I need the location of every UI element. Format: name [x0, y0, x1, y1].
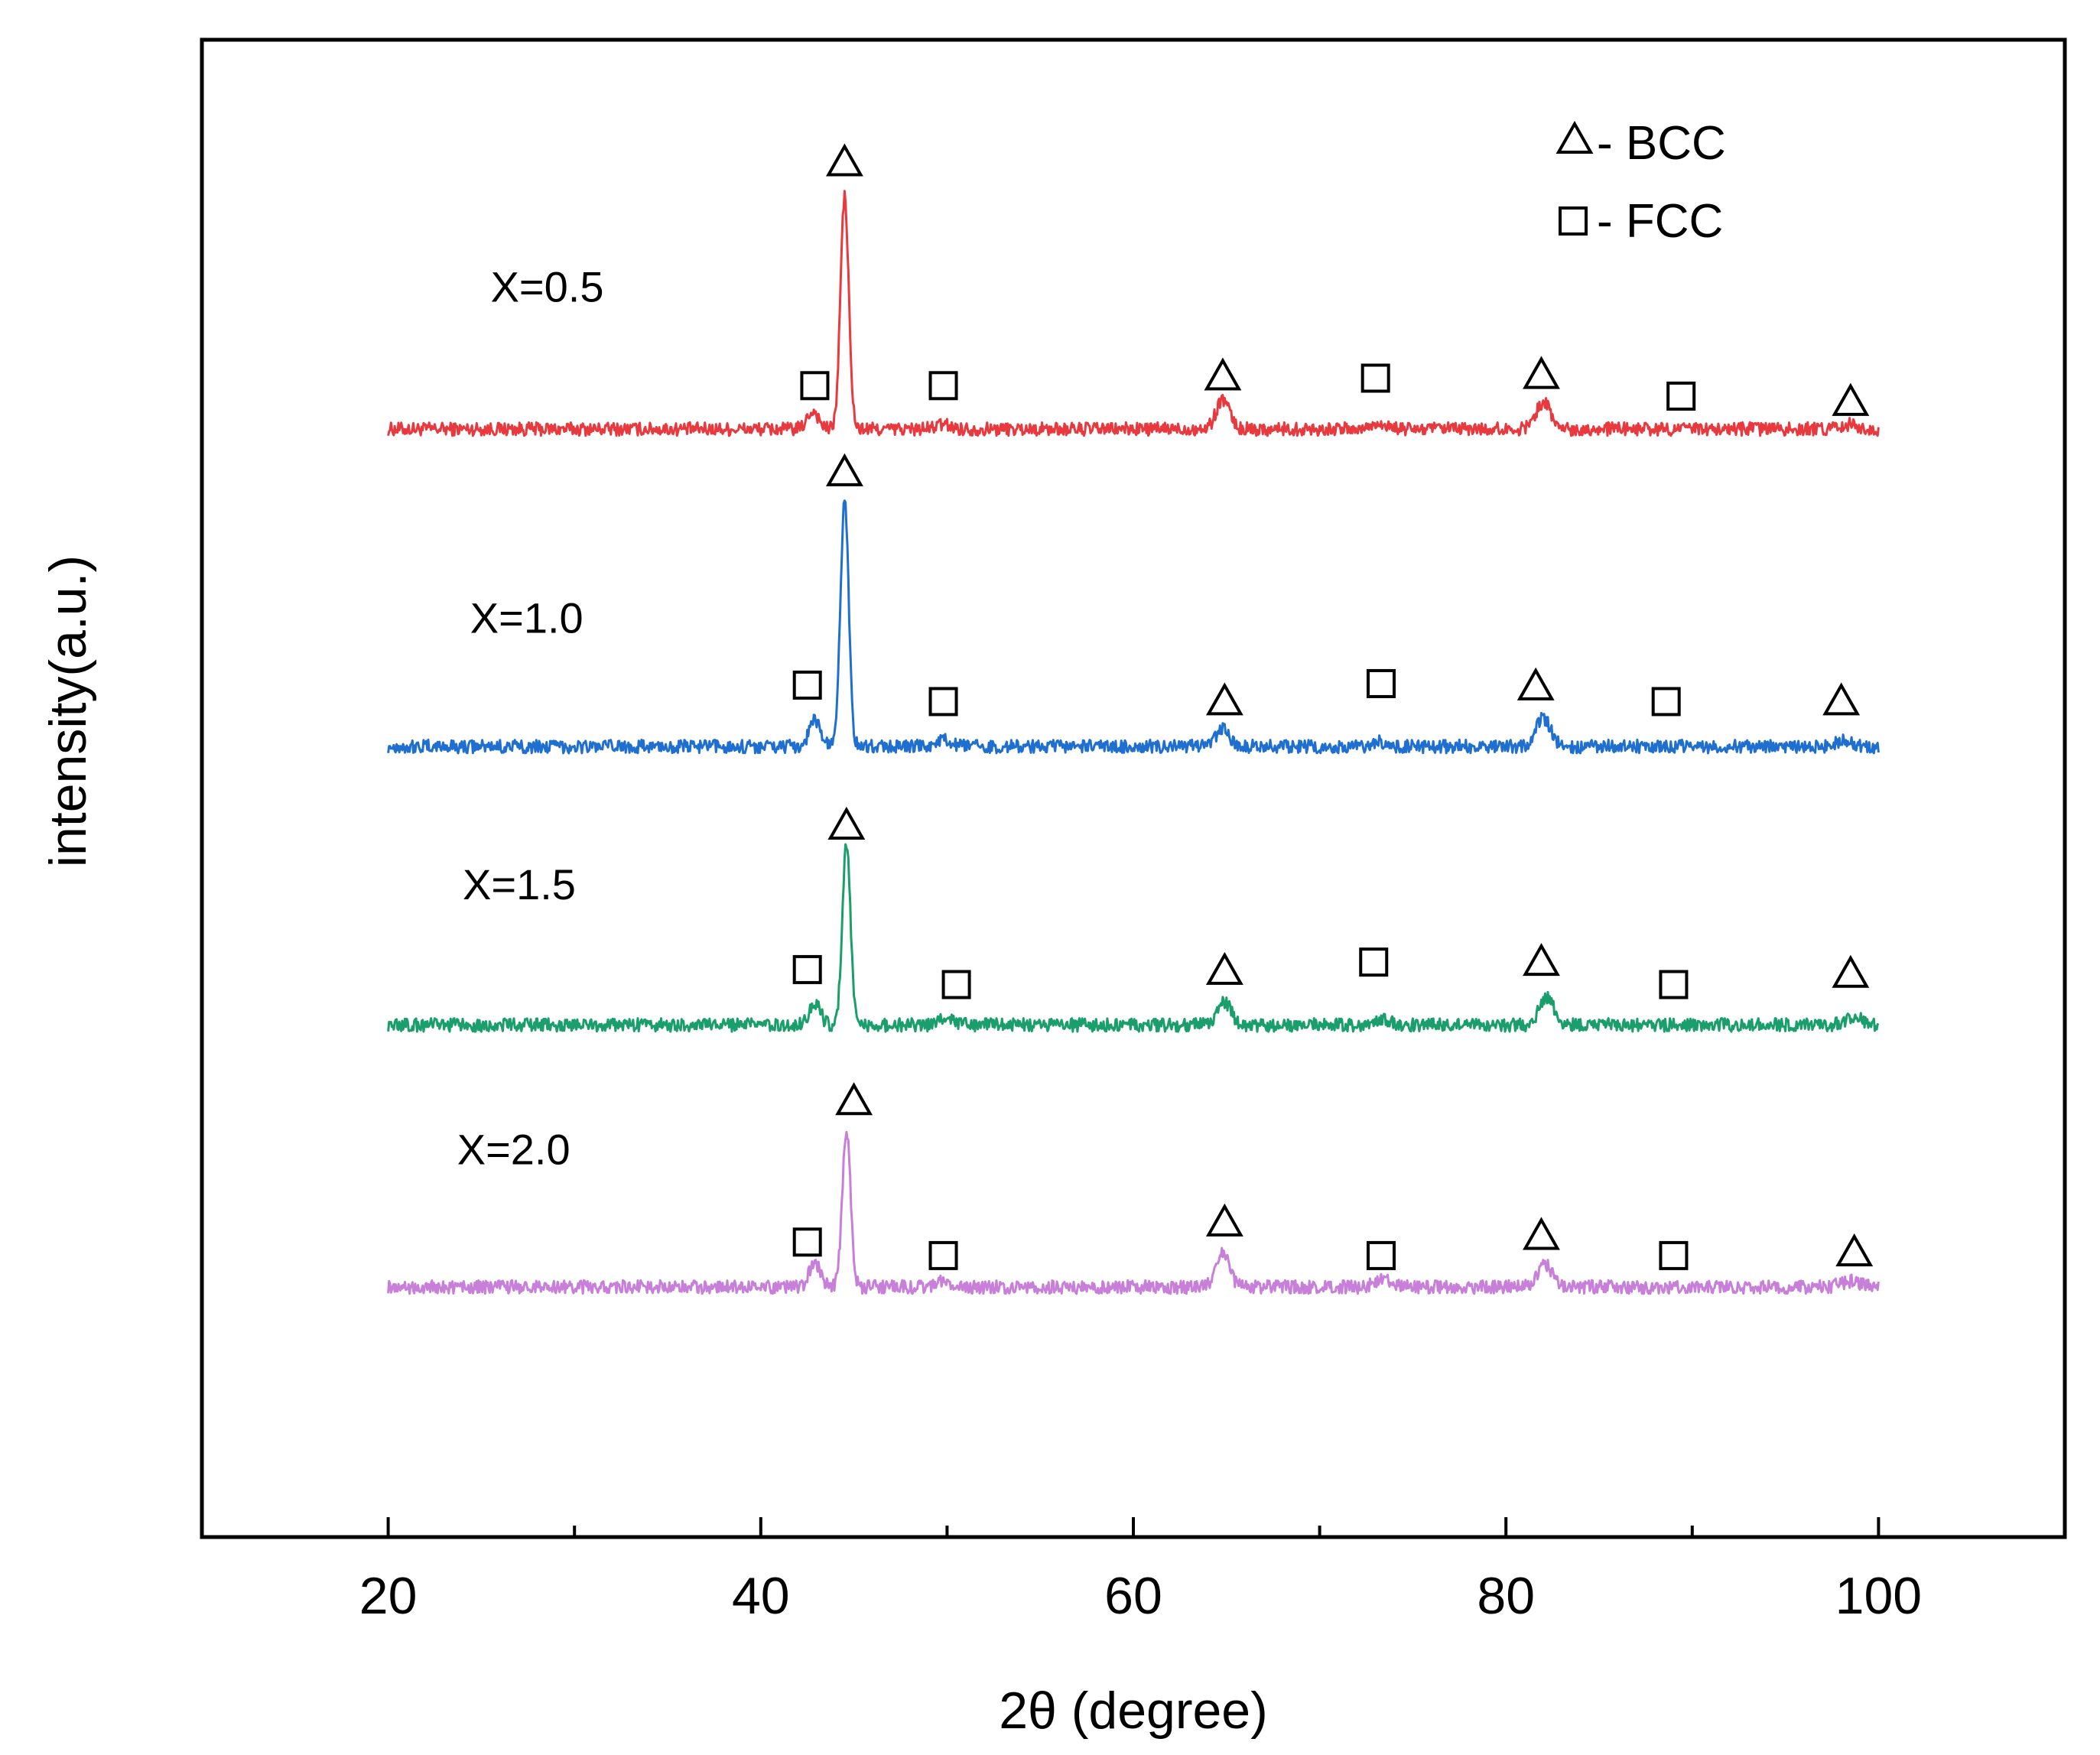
series-label: X=1.5 — [463, 860, 576, 908]
legend-bcc-label: - BCC — [1597, 117, 1726, 170]
legend-fcc-square-icon — [1559, 206, 1588, 236]
x-axis-title: 2θ (degree) — [999, 1682, 1268, 1740]
bcc-triangle-marker — [1832, 382, 1870, 416]
bcc-triangle-marker — [1523, 1217, 1560, 1250]
bcc-triangle-marker — [825, 143, 863, 177]
legend: - BCC - FCC — [1555, 117, 1726, 248]
bcc-triangle-marker — [1523, 356, 1560, 389]
bcc-markers — [825, 143, 1874, 1266]
fcc-square-marker — [792, 670, 822, 700]
bcc-triangle-marker — [825, 453, 863, 486]
bcc-triangle-marker — [1523, 943, 1560, 977]
series-line-2 — [387, 499, 1880, 755]
plot-frame — [200, 37, 2067, 1539]
series-line-1 — [387, 190, 1880, 437]
legend-fcc-label: - FCC — [1597, 195, 1723, 248]
series-label: X=1.0 — [470, 593, 584, 642]
fcc-square-marker — [1651, 687, 1681, 717]
series-labels: X=0.5 X=1.0 X=1.5 X=2.0 — [457, 263, 604, 1174]
x-axis-ticks — [386, 1517, 1881, 1537]
bcc-triangle-marker — [1205, 1203, 1243, 1237]
fcc-square-marker — [1366, 668, 1396, 698]
series-line-3 — [387, 843, 1880, 1033]
x-tick-label: 20 — [359, 1567, 418, 1625]
fcc-square-marker — [1366, 1240, 1396, 1270]
fcc-square-marker — [1659, 970, 1689, 999]
x-tick-label: 60 — [1104, 1567, 1162, 1625]
bcc-triangle-marker — [1822, 682, 1861, 716]
legend-bcc-triangle-icon — [1555, 120, 1594, 154]
x-tick-label: 80 — [1477, 1567, 1535, 1625]
fcc-square-marker — [941, 970, 971, 999]
bcc-triangle-marker — [1204, 357, 1242, 391]
series-label: X=0.5 — [491, 263, 604, 311]
fcc-square-marker — [1359, 947, 1389, 977]
fcc-square-marker — [792, 954, 822, 984]
fcc-square-marker — [792, 1227, 822, 1257]
series-line-4 — [387, 1130, 1880, 1295]
x-tick-label: 40 — [732, 1567, 790, 1625]
bcc-triangle-marker — [1832, 954, 1870, 988]
fcc-square-marker — [1360, 363, 1390, 393]
fcc-square-marker — [1659, 1240, 1689, 1270]
bcc-triangle-marker — [835, 1082, 873, 1116]
fcc-markers — [792, 363, 1696, 1270]
fcc-square-marker — [1666, 382, 1696, 411]
fcc-square-marker — [928, 687, 958, 717]
fcc-square-marker — [928, 371, 958, 401]
y-axis-title: intensity(a.u.) — [39, 555, 97, 867]
fcc-square-marker — [928, 1240, 958, 1270]
bcc-triangle-marker — [1205, 682, 1243, 716]
fcc-square-marker — [800, 371, 830, 401]
series-lines — [387, 190, 1880, 1295]
bcc-triangle-marker — [1205, 951, 1243, 985]
bcc-triangle-marker — [827, 806, 866, 840]
x-axis-tick-labels: 20 40 60 80 100 — [359, 1567, 1922, 1625]
x-tick-label: 100 — [1835, 1567, 1922, 1625]
bcc-triangle-marker — [1835, 1233, 1874, 1266]
bcc-triangle-marker — [1516, 667, 1555, 700]
series-label: X=2.0 — [457, 1125, 571, 1173]
